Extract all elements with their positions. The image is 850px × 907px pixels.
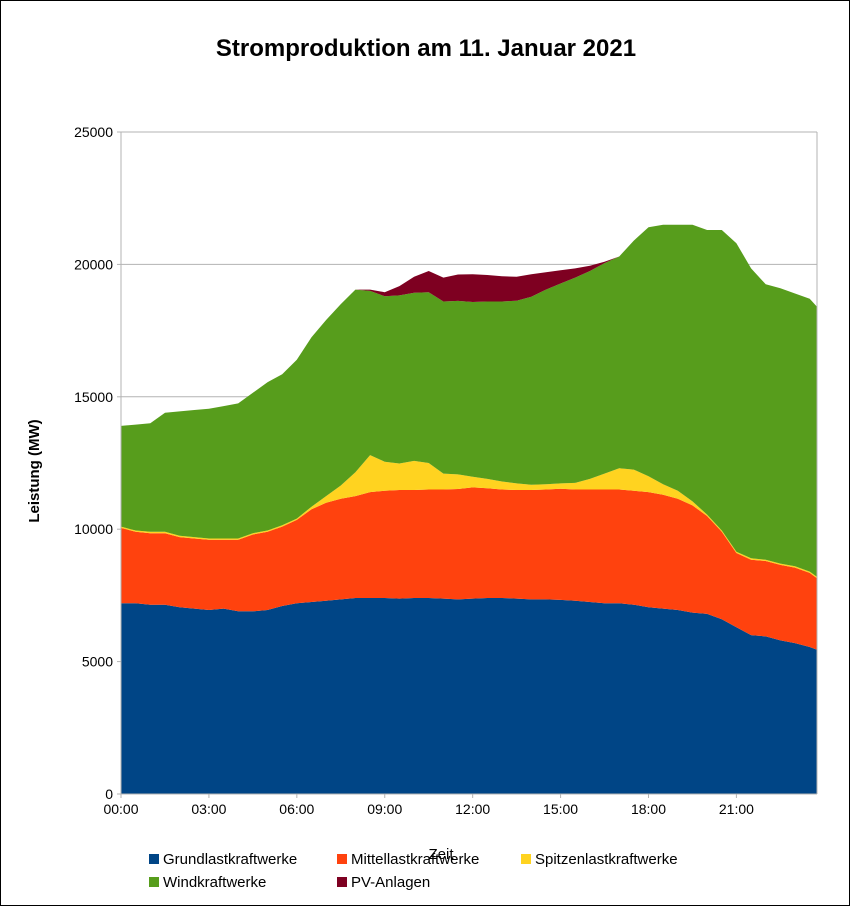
x-tick-label-1800: 18:00 [631,801,666,817]
y-tick-label-25000: 25000 [74,124,113,140]
y-tick-label-5000: 5000 [82,654,113,670]
x-tick-label-0000: 00:00 [103,801,138,817]
y-tick-label-10000: 10000 [74,521,113,537]
x-tick-label-0300: 03:00 [191,801,226,817]
x-tick-label-2100: 21:00 [719,801,754,817]
x-axis-title: Zeit [428,846,454,863]
x-tick-label-1500: 15:00 [543,801,578,817]
legend-label-grundlastkraftwerke: Grundlastkraftwerke [163,851,297,868]
y-tick-label-15000: 15000 [74,389,113,405]
y-axis-title: Leistung (MW) [26,419,43,522]
chart-title: Stromproduktion am 11. Januar 2021 [216,35,636,62]
y-tick-labels: 0 5000 10000 15000 20000 25000 [74,124,121,802]
stacked-areas [121,224,817,794]
legend-label-windkraftwerke: Windkraftwerke [163,874,266,891]
legend-label-mittellastkraftwerke: Mittellastkraftwerke [351,851,479,868]
y-tick-label-20000: 20000 [74,256,113,272]
legend-swatch-grundlastkraftwerke [149,854,159,864]
area-series-windkraftwerke [121,224,817,577]
legend-label-spitzenlastkraftwerke: Spitzenlastkraftwerke [535,851,678,868]
y-tick-label-0: 0 [105,786,113,802]
x-tick-labels: 00:00 03:00 06:00 09:00 12:00 15:00 18:00 21:00 [103,794,754,817]
area-series-mittellastkraftwerke [121,487,817,650]
area-series-spitzenlastkraftwerke [121,455,817,579]
x-tick-label-0600: 06:00 [279,801,314,817]
x-tick-label-1200: 12:00 [455,801,490,817]
legend: Grundlastkraftwerke Mittellastkraftwerke S… [149,851,678,891]
area-series-grundlastkraftwerke [121,598,817,794]
legend-swatch-mittellastkraftwerke [337,854,347,864]
legend-swatch-pv-anlagen [337,877,347,887]
legend-label-pv-anlagen: PV-Anlagen [351,874,430,891]
legend-swatch-windkraftwerke [149,877,159,887]
legend-swatch-spitzenlastkraftwerke [521,854,531,864]
x-tick-label-0900: 09:00 [367,801,402,817]
axes [120,132,818,795]
